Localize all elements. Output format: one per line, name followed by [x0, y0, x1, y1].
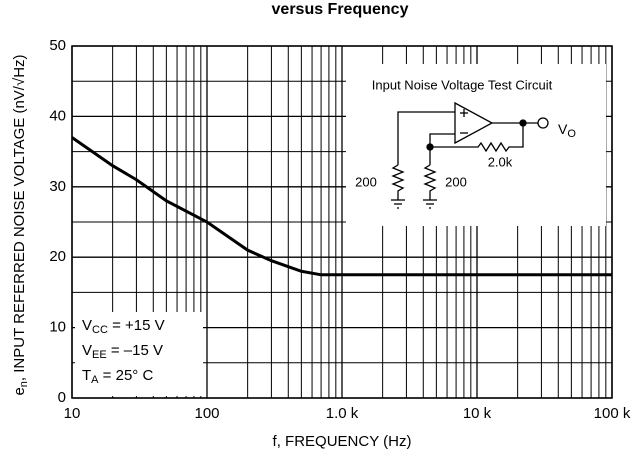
- r2-label: 200: [445, 174, 467, 189]
- out-sub: O: [567, 128, 576, 140]
- node: [426, 143, 434, 151]
- y-label-rest: , INPUT REFERRED NOISE VOLTAGE (nV/√Hz): [11, 54, 28, 381]
- condition-main: V: [82, 342, 92, 359]
- y-tick-label: 40: [49, 107, 66, 124]
- condition: VEE = –15 V: [82, 342, 163, 361]
- y-axis-label: en, INPUT REFERRED NOISE VOLTAGE (nV/√Hz…: [11, 54, 30, 395]
- output-label: VO: [558, 121, 576, 140]
- condition-main: V: [82, 317, 92, 334]
- inset-title: Input Noise Voltage Test Circuit: [372, 77, 553, 92]
- condition-rest: = +15 V: [108, 317, 165, 334]
- op-amp: [454, 101, 494, 145]
- chart-title: versus Frequency: [272, 1, 409, 18]
- y-label-sub: n: [18, 381, 30, 387]
- y-tick-label: 10: [49, 319, 66, 336]
- plot-frame: [71, 45, 613, 399]
- noise-curve: [71, 136, 612, 277]
- inset-box: [346, 64, 606, 226]
- x-tick-label: 1.0 k: [326, 405, 359, 422]
- x-axis-label: f, FREQUENCY (Hz): [273, 433, 412, 450]
- boxes: [75, 64, 606, 396]
- condition-sub: CC: [92, 324, 108, 336]
- condition: TA = 25° C: [82, 367, 153, 386]
- test-circuit: [391, 101, 549, 209]
- y-tick-label: 0: [58, 389, 66, 406]
- condition-main: T: [82, 367, 91, 384]
- inset-labels: Input Noise Voltage Test Circuit 200 200…: [355, 77, 576, 189]
- x-tick-label: 100: [194, 405, 219, 422]
- x-tick-label: 10 k: [463, 405, 492, 422]
- x-tick-label: 10: [64, 405, 81, 422]
- r1-label: 200: [355, 174, 377, 189]
- condition-sub: EE: [92, 349, 107, 361]
- condition-sub: A: [91, 374, 99, 386]
- condition-rest: = –15 V: [107, 342, 163, 359]
- resistor: [423, 164, 437, 200]
- wire: [429, 133, 455, 165]
- node: [519, 119, 527, 127]
- y-tick-label: 20: [49, 248, 66, 265]
- y-tick-label: 30: [49, 178, 66, 195]
- condition-rest: = 25° C: [99, 367, 154, 384]
- condition: VCC = +15 V: [82, 317, 165, 336]
- rf-label: 2.0k: [488, 154, 513, 169]
- output-terminal: [537, 117, 549, 129]
- conditions-box: [75, 312, 203, 396]
- y-label-main: e: [11, 387, 28, 395]
- feedback-resistor: [430, 123, 524, 153]
- resistor: [391, 164, 405, 200]
- y-tick-label: 50: [49, 37, 66, 54]
- x-tick-label: 100 k: [594, 405, 631, 422]
- out-main: V: [558, 121, 568, 137]
- wire: [397, 111, 455, 165]
